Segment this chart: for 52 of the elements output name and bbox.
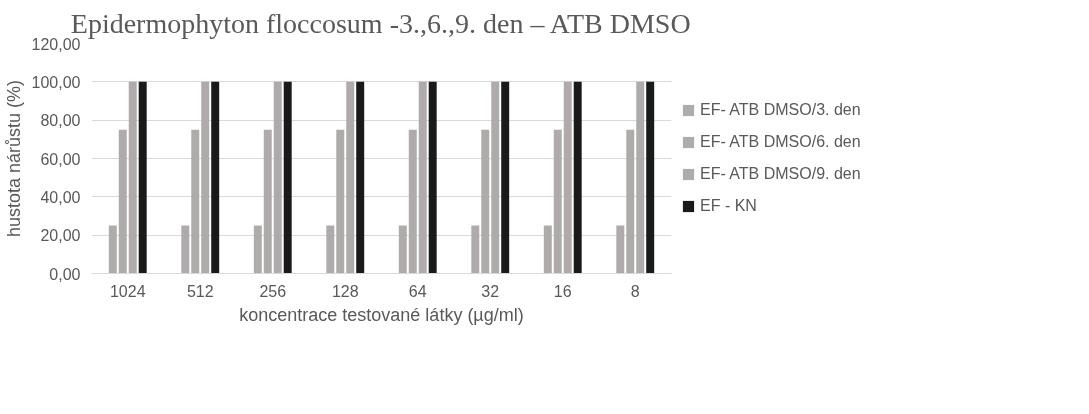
bar xyxy=(471,225,480,274)
bar xyxy=(481,129,490,274)
bar xyxy=(626,129,635,274)
bar xyxy=(356,81,365,274)
x-tick-label: 1024 xyxy=(109,282,146,300)
bar xyxy=(326,225,335,274)
y-axis-title: hustota nárůstu (%) xyxy=(3,79,24,238)
bar xyxy=(408,129,417,274)
x-tick-label: 8 xyxy=(630,282,640,300)
x-axis-title: koncentrace testované látky (µg/ml) xyxy=(239,304,524,325)
bar xyxy=(616,225,625,274)
y-tick-label: 40,00 xyxy=(40,188,81,206)
legend-label: EF- ATB DMSO/9. den xyxy=(700,165,861,183)
y-tick-label: 60,00 xyxy=(40,150,81,168)
bar xyxy=(491,81,500,274)
bar xyxy=(128,81,137,274)
bar xyxy=(553,129,562,274)
x-tick-label: 128 xyxy=(331,282,359,300)
y-tick-label: 100,00 xyxy=(31,73,81,91)
bar xyxy=(428,81,437,274)
bar xyxy=(501,81,510,274)
x-tick-label: 256 xyxy=(259,282,287,300)
bar xyxy=(108,225,117,274)
bar xyxy=(138,81,147,274)
y-tick-label: 20,00 xyxy=(40,227,81,245)
bar xyxy=(563,81,572,274)
x-tick-label: 512 xyxy=(186,282,214,300)
bar xyxy=(418,81,427,274)
bar xyxy=(346,81,355,274)
bar xyxy=(636,81,645,274)
bar xyxy=(118,129,127,274)
y-tick-label: 0,00 xyxy=(49,265,81,283)
bar xyxy=(201,81,210,274)
x-tick-label: 64 xyxy=(408,282,427,300)
legend-label: EF- ATB DMSO/6. den xyxy=(700,133,861,151)
bar xyxy=(181,225,190,274)
bar xyxy=(543,225,552,274)
bar xyxy=(336,129,345,274)
x-tick-label: 16 xyxy=(553,282,572,300)
bar xyxy=(283,81,292,274)
bar xyxy=(398,225,407,274)
bar xyxy=(263,129,272,274)
bar xyxy=(573,81,582,274)
bar xyxy=(273,81,282,274)
legend-label: EF- ATB DMSO/3. den xyxy=(700,101,861,119)
legend-label: EF - KN xyxy=(700,197,757,215)
bar xyxy=(253,225,262,274)
bar xyxy=(191,129,200,274)
x-tick-label: 32 xyxy=(481,282,500,300)
bar xyxy=(211,81,220,274)
y-tick-label: 80,00 xyxy=(40,112,81,130)
bar xyxy=(646,81,655,274)
